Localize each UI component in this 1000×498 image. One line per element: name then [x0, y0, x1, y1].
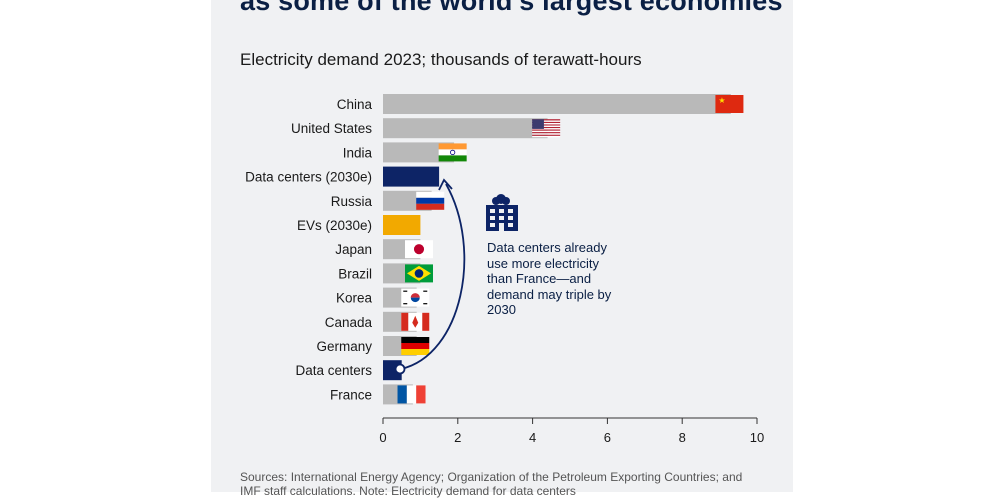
- chart-panel: [211, 0, 793, 492]
- x-tick-label: 4: [529, 430, 536, 445]
- sources-note: Sources: International Energy Agency; Or…: [240, 470, 743, 498]
- russia-flag-icon: [416, 191, 445, 210]
- japan-flag-icon: [405, 240, 433, 259]
- category-label: India: [343, 145, 373, 160]
- category-label: Data centers (2030e): [245, 170, 372, 185]
- germany-flag-icon: [401, 337, 430, 355]
- bar: [383, 94, 731, 114]
- bar: [383, 118, 548, 139]
- svg-text:★: ★: [718, 96, 725, 105]
- chart-subtitle: Electricity demand 2023; thousands of te…: [240, 50, 642, 69]
- x-tick-label: 0: [379, 430, 386, 445]
- x-tick-label: 10: [750, 430, 764, 445]
- korea-flag-icon: [401, 288, 430, 307]
- category-label: Russia: [331, 194, 373, 209]
- category-label: France: [330, 387, 372, 402]
- arrow-head: [438, 178, 453, 191]
- france-flag-icon: [397, 385, 426, 404]
- category-label: Japan: [335, 242, 372, 257]
- brazil-flag-icon: [405, 264, 433, 283]
- bar: [383, 215, 421, 235]
- category-label: United States: [291, 121, 372, 136]
- category-label: Brazil: [338, 266, 372, 281]
- category-label: Germany: [316, 339, 372, 354]
- headline: as some of the world’s largest economies: [240, 0, 783, 16]
- category-label: Korea: [336, 291, 373, 306]
- us-flag-icon: [532, 119, 561, 138]
- china-flag-icon: ★: [715, 95, 744, 113]
- bar: [383, 142, 455, 163]
- x-tick-label: 8: [679, 430, 686, 445]
- category-label: China: [337, 97, 373, 112]
- category-label: Canada: [325, 315, 373, 330]
- bar: [383, 166, 440, 187]
- x-tick-label: 2: [454, 430, 461, 445]
- x-tick-label: 6: [604, 430, 611, 445]
- building-icon: [486, 194, 518, 231]
- growth-arrow: [400, 183, 466, 370]
- india-flag-icon: [438, 143, 467, 162]
- category-label: EVs (2030e): [297, 218, 372, 233]
- annotation-text: Data centers already use more electricit…: [487, 240, 612, 317]
- arrow-origin-dot: [394, 363, 406, 375]
- category-label: Data centers: [295, 363, 372, 378]
- canada-flag-icon: [401, 312, 430, 331]
